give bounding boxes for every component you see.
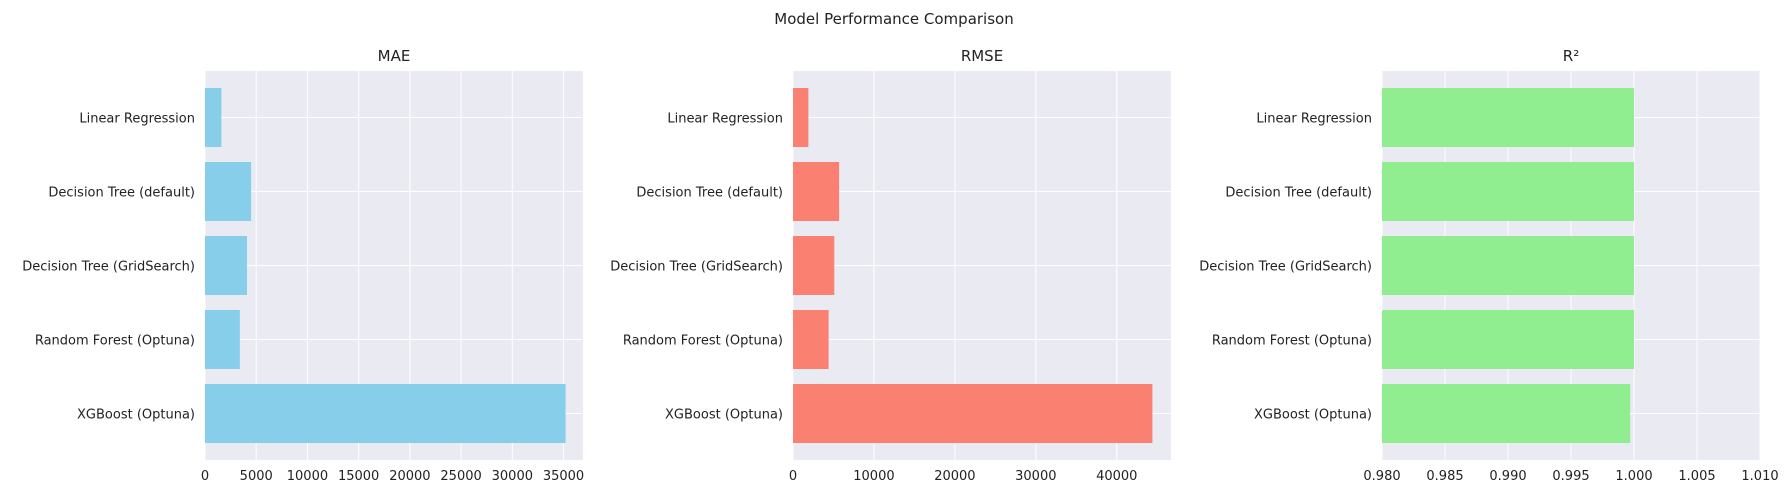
x-tick-label: 0.990 bbox=[1489, 469, 1526, 484]
x-tick-label: 35000 bbox=[543, 469, 584, 484]
category-label: Linear Regression bbox=[1256, 112, 1372, 127]
category-label: Linear Regression bbox=[667, 112, 783, 127]
bar-decision-tree-gridsearch bbox=[205, 236, 247, 295]
bar-decision-tree-gridsearch bbox=[1382, 236, 1634, 295]
category-label: Random Forest (Optuna) bbox=[1212, 334, 1372, 349]
category-label: Decision Tree (default) bbox=[1225, 186, 1372, 201]
bar-decision-tree-default bbox=[793, 162, 840, 221]
x-tick-label: 15000 bbox=[338, 469, 379, 484]
x-tick-label: 10000 bbox=[853, 469, 894, 484]
x-tick-label: 0.995 bbox=[1552, 469, 1589, 484]
bar-linear-regression bbox=[793, 88, 809, 147]
x-tick-label: 20000 bbox=[934, 469, 975, 484]
bar-random-forest-optuna bbox=[793, 310, 829, 369]
x-tick-label: 0.985 bbox=[1426, 469, 1463, 484]
x-tick-label: 25000 bbox=[440, 469, 481, 484]
category-label: Decision Tree (default) bbox=[636, 186, 783, 201]
category-label: Decision Tree (GridSearch) bbox=[22, 260, 195, 275]
x-tick-label: 1.010 bbox=[1741, 469, 1778, 484]
x-tick-label: 30000 bbox=[1015, 469, 1056, 484]
chart-mae: 0 5000 10000 15000 20000 25000 30000 35000 Linea… bbox=[22, 47, 584, 484]
x-tick-label: 1.000 bbox=[1615, 469, 1652, 484]
bar-linear-regression bbox=[1382, 88, 1634, 147]
bar-random-forest-optuna bbox=[1382, 310, 1634, 369]
chart-r: 0.980 0.985 0.990 0.995 1.000 1.005 1.010 Linea… bbox=[1199, 47, 1778, 484]
x-tick-label: 0.980 bbox=[1363, 469, 1400, 484]
category-label: XGBoost (Optuna) bbox=[1254, 408, 1372, 423]
x-tick-label: 10000 bbox=[287, 469, 328, 484]
figure-title: Model Performance Comparison bbox=[774, 10, 1013, 28]
bar-linear-regression bbox=[205, 88, 222, 147]
bar-xgboost-optuna bbox=[205, 384, 566, 443]
x-tick-label: 30000 bbox=[492, 469, 533, 484]
category-label: Decision Tree (GridSearch) bbox=[610, 260, 783, 275]
bar-decision-tree-default bbox=[205, 162, 252, 221]
chart-rmse: 0 10000 20000 30000 40000 Linear Regression De… bbox=[610, 47, 1171, 484]
category-label: XGBoost (Optuna) bbox=[77, 408, 195, 423]
axes-title: RMSE bbox=[961, 47, 1003, 65]
category-label: Linear Regression bbox=[79, 112, 195, 127]
x-tick-label: 40000 bbox=[1096, 469, 1137, 484]
bar-xgboost-optuna bbox=[793, 384, 1153, 443]
x-tick-label: 0 bbox=[201, 469, 209, 484]
chart-panels: 0 5000 10000 15000 20000 25000 30000 35000 Linea… bbox=[22, 47, 1778, 484]
category-label: Random Forest (Optuna) bbox=[623, 334, 783, 349]
category-label: Decision Tree (default) bbox=[48, 186, 195, 201]
bar-decision-tree-default bbox=[1382, 162, 1634, 221]
bar-decision-tree-gridsearch bbox=[793, 236, 835, 295]
x-tick-label: 5000 bbox=[240, 469, 273, 484]
category-label: Decision Tree (GridSearch) bbox=[1199, 260, 1372, 275]
bar-random-forest-optuna bbox=[205, 310, 240, 369]
x-tick-label: 0 bbox=[789, 469, 797, 484]
x-tick-label: 1.005 bbox=[1678, 469, 1715, 484]
axes-title: R² bbox=[1563, 47, 1579, 65]
bar-xgboost-optuna bbox=[1382, 384, 1631, 443]
axes-title: MAE bbox=[378, 47, 411, 65]
x-tick-label: 20000 bbox=[389, 469, 430, 484]
category-label: Random Forest (Optuna) bbox=[35, 334, 195, 349]
category-label: XGBoost (Optuna) bbox=[665, 408, 783, 423]
